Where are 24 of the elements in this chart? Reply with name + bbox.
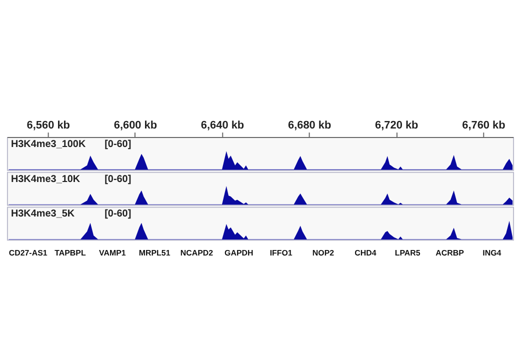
- text: MRPL51: [138, 248, 171, 258]
- text: ACRBP: [436, 248, 465, 258]
- text: CHD4: [354, 248, 377, 258]
- x-tick-label: 6,640 kb: [200, 120, 244, 132]
- chart-title: H3K4me3_100K: [10, 138, 86, 150]
- text: TAPBPL: [54, 248, 86, 258]
- text: NOP2: [312, 248, 335, 258]
- text: VAMP1: [98, 248, 126, 258]
- text: LPAR5: [394, 248, 421, 258]
- y-axis-title: [0-60]: [104, 174, 132, 185]
- x-tick-label: 6,680 kb: [288, 120, 332, 132]
- text: GAPDH: [224, 248, 254, 258]
- text: NCAPD2: [180, 248, 214, 258]
- x-tick-label: 6,560 kb: [26, 120, 70, 132]
- chart-title: H3K4me3_10K: [10, 174, 81, 185]
- text: CD27-AS1: [8, 248, 48, 258]
- chart-title: H3K4me3_5K: [10, 208, 76, 220]
- x-tick-label: 6,760 kb: [462, 120, 506, 132]
- x-tick-label: 6,600 kb: [114, 120, 158, 132]
- text: IFFO1: [270, 248, 293, 258]
- text: ING4: [482, 248, 502, 258]
- y-axis-title: [0-60]: [104, 138, 132, 150]
- y-axis-title: [0-60]: [104, 208, 132, 220]
- x-tick-label: 6,720 kb: [375, 120, 419, 132]
